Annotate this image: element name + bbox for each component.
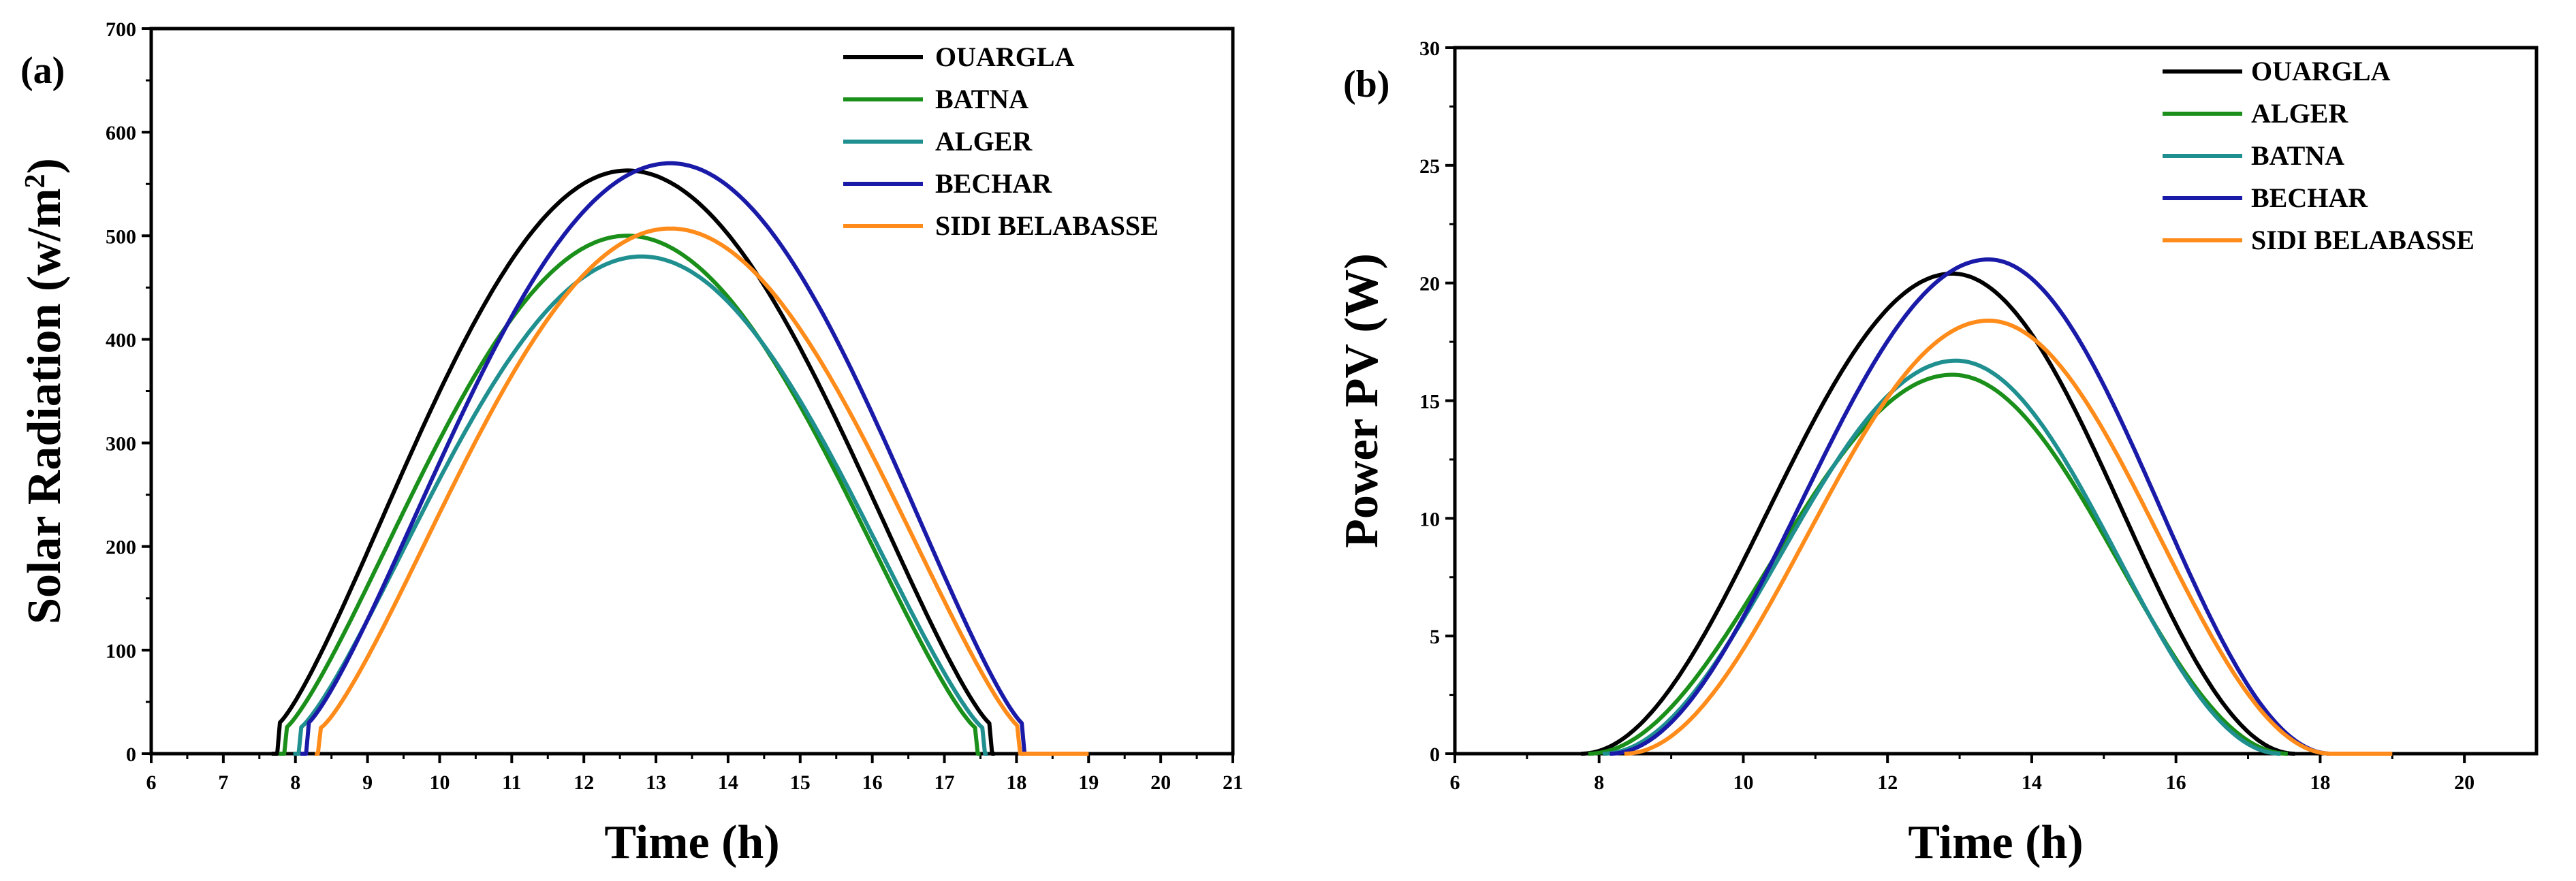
plot-frame xyxy=(1453,46,2539,756)
panel-label: (a) xyxy=(20,50,65,92)
x-tick-label: 20 xyxy=(1150,771,1171,794)
legend-label: BATNA xyxy=(935,84,1028,114)
x-tick-label: 11 xyxy=(502,771,521,794)
y-tick-label: 600 xyxy=(106,122,136,144)
x-tick-label: 18 xyxy=(1006,771,1026,794)
y-tick-label: 700 xyxy=(106,18,136,41)
legend-label: OUARGLA xyxy=(935,42,1075,72)
x-axis-title: Time (h) xyxy=(604,816,779,869)
x-tick-label: 16 xyxy=(862,771,883,794)
x-tick-label: 10 xyxy=(1733,771,1753,794)
x-tick-label: 9 xyxy=(362,771,373,794)
y-tick-label: 400 xyxy=(106,329,136,351)
x-axis-title: Time (h) xyxy=(1908,816,2083,869)
y-axis-title-text: Solar Radiation (w/m xyxy=(18,188,71,624)
x-tick-label: 8 xyxy=(290,771,300,794)
y-tick-label: 0 xyxy=(1430,743,1440,766)
y-tick-label: 300 xyxy=(106,433,136,455)
series-line-sidi-belabasse xyxy=(315,226,1089,756)
series-line-batna xyxy=(1602,358,2281,756)
x-tick-label: 19 xyxy=(1078,771,1099,794)
series-line-sidi-belabasse xyxy=(1624,319,2393,756)
chart-panel-b: 6 8 10 12 14 16 18 20 0 5 10 15 20 25 30 (b) Time (h) Pow… xyxy=(1336,37,2539,869)
series-line-bechar xyxy=(1609,257,2331,756)
y-tick-label: 30 xyxy=(1419,37,1440,60)
y-tick-label: 20 xyxy=(1419,273,1440,295)
y-tick-label: 500 xyxy=(106,225,136,248)
legend-label: ALGER xyxy=(2251,98,2349,129)
legend-label: ALGER xyxy=(935,126,1033,157)
y-tick-label: 0 xyxy=(126,743,136,766)
legend-label: SIDI BELABASSE xyxy=(935,210,1159,241)
y-tick-label: 10 xyxy=(1419,508,1440,530)
x-tick-label: 8 xyxy=(1594,771,1604,794)
y-axis-title: Power PV (W) xyxy=(1336,253,1388,548)
legend-label: SIDI BELABASSE xyxy=(2251,225,2475,255)
y-tick-label: 25 xyxy=(1419,155,1440,178)
x-tick-label: 16 xyxy=(2166,771,2186,794)
y-tick-label: 15 xyxy=(1419,391,1440,413)
series-line-ouargla xyxy=(1581,271,2295,756)
legend-label: BECHAR xyxy=(2251,182,2368,213)
x-tick-label: 15 xyxy=(790,771,811,794)
series-line-alger xyxy=(293,254,988,756)
legend-label: BECHAR xyxy=(935,168,1052,199)
y-tick-label: 5 xyxy=(1430,626,1440,648)
x-tick-label: 13 xyxy=(646,771,666,794)
y-tick-label: 100 xyxy=(106,640,136,662)
series-line-bechar xyxy=(300,161,1028,756)
x-tick-label: 7 xyxy=(218,771,228,794)
x-tick-label: 17 xyxy=(934,771,955,794)
x-tick-label: 14 xyxy=(718,771,738,794)
x-tick-label: 20 xyxy=(2454,771,2475,794)
chart-panel-a: 6 7 8 9 10 11 12 13 14 15 16 17 18 19 20 21 0 100 200 300 40… xyxy=(18,18,1243,869)
x-tick-label: 6 xyxy=(1450,771,1460,794)
x-tick-label: 6 xyxy=(146,771,157,794)
y-axis-title-text: Power PV (W) xyxy=(1336,253,1388,548)
y-axis-title-close: ) xyxy=(18,158,71,174)
plot-frame xyxy=(149,27,1235,756)
y-axis-title-superscript: 2 xyxy=(20,174,51,188)
x-tick-label: 12 xyxy=(1877,771,1898,794)
x-tick-label: 12 xyxy=(574,771,594,794)
legend-label: BATNA xyxy=(2251,140,2344,171)
x-tick-label: 18 xyxy=(2310,771,2330,794)
legend-label: OUARGLA xyxy=(2251,56,2391,86)
y-tick-label: 200 xyxy=(106,536,136,559)
x-tick-label: 14 xyxy=(2022,771,2042,794)
panel-label: (b) xyxy=(1343,63,1389,106)
y-axis-title: Solar Radiation (w/m2) xyxy=(18,158,71,624)
x-tick-label: 10 xyxy=(429,771,450,794)
x-tick-label: 21 xyxy=(1223,771,1243,794)
series-line-batna xyxy=(279,234,981,756)
